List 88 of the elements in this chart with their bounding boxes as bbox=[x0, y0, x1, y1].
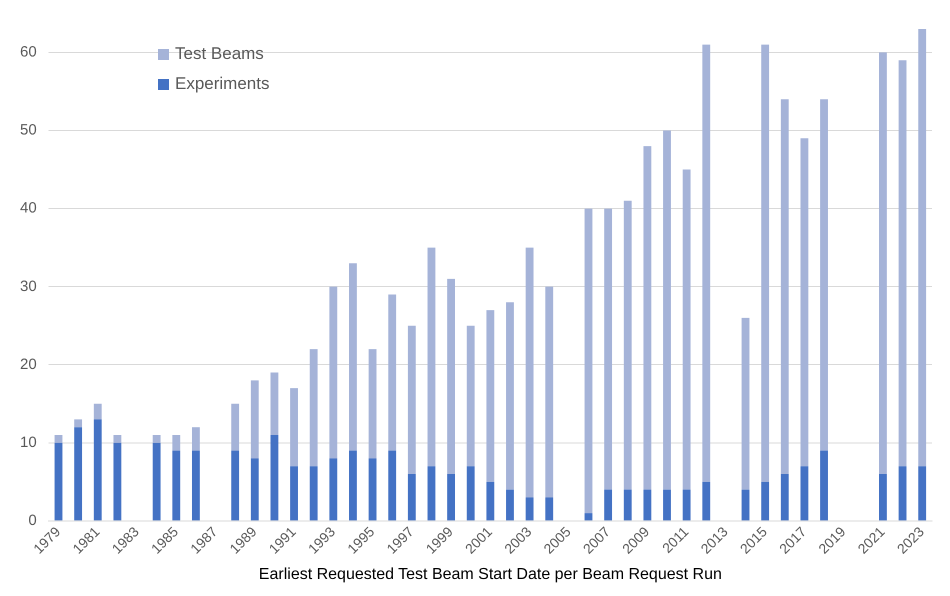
bar bbox=[192, 450, 200, 520]
bar bbox=[682, 490, 691, 520]
bar bbox=[604, 208, 612, 490]
bar bbox=[428, 466, 436, 520]
bar bbox=[231, 404, 240, 451]
bar bbox=[800, 138, 808, 466]
bar bbox=[506, 302, 514, 490]
bar bbox=[408, 474, 416, 520]
bar bbox=[604, 490, 612, 520]
bar bbox=[310, 466, 318, 520]
bar bbox=[800, 466, 808, 520]
bar bbox=[447, 278, 456, 474]
bar bbox=[192, 427, 200, 451]
bar bbox=[349, 263, 357, 451]
bar bbox=[152, 442, 161, 520]
bar bbox=[54, 442, 62, 520]
bar bbox=[643, 146, 652, 490]
bar bbox=[486, 482, 494, 520]
bar bbox=[310, 349, 318, 466]
bar bbox=[113, 442, 122, 520]
bar bbox=[624, 200, 632, 490]
bar bbox=[447, 474, 456, 520]
bar bbox=[682, 170, 691, 490]
bar bbox=[54, 435, 62, 443]
y-tick-label: 30 bbox=[20, 278, 37, 295]
bar bbox=[526, 248, 534, 498]
bar bbox=[918, 466, 926, 520]
bar bbox=[742, 490, 750, 520]
bar bbox=[231, 450, 240, 520]
bar bbox=[545, 497, 554, 520]
bar bbox=[918, 29, 926, 466]
y-tick-label: 20 bbox=[20, 356, 37, 373]
bar bbox=[780, 474, 789, 520]
bar bbox=[74, 427, 82, 520]
y-tick-label: 0 bbox=[28, 512, 37, 530]
bar bbox=[388, 450, 396, 520]
bar bbox=[820, 450, 828, 520]
bar bbox=[584, 513, 592, 520]
bar bbox=[643, 490, 652, 520]
bar bbox=[761, 482, 770, 520]
bar bbox=[879, 52, 887, 474]
bar bbox=[624, 490, 632, 520]
bar bbox=[408, 326, 416, 474]
legend-label: Experiments bbox=[175, 74, 270, 94]
y-tick-label: 10 bbox=[20, 434, 37, 451]
bar bbox=[74, 419, 82, 428]
bar bbox=[742, 318, 750, 490]
bar bbox=[506, 490, 514, 520]
bar bbox=[270, 435, 278, 520]
bar bbox=[545, 286, 554, 498]
bar bbox=[349, 450, 357, 520]
bar bbox=[898, 466, 906, 520]
bar bbox=[290, 466, 298, 520]
bar bbox=[94, 404, 102, 420]
bar bbox=[250, 458, 259, 520]
bar bbox=[152, 435, 161, 443]
bar bbox=[113, 435, 122, 443]
bar bbox=[526, 497, 534, 520]
bar bbox=[388, 294, 396, 451]
bar bbox=[329, 286, 338, 458]
bar bbox=[329, 458, 338, 520]
y-tick-label: 60 bbox=[20, 44, 37, 61]
bar bbox=[486, 310, 494, 482]
bar bbox=[94, 419, 102, 520]
y-tick-label: 50 bbox=[20, 122, 37, 139]
bar bbox=[270, 372, 278, 436]
bar bbox=[172, 450, 180, 520]
bar bbox=[466, 326, 475, 466]
bar bbox=[663, 490, 671, 520]
bar bbox=[879, 474, 887, 520]
bar bbox=[820, 99, 828, 451]
bar bbox=[584, 208, 592, 514]
bar bbox=[702, 44, 710, 482]
bar bbox=[368, 349, 376, 458]
bar bbox=[428, 248, 436, 466]
x-axis-title: Earliest Requested Test Beam Start Date per Beam Request Run bbox=[258, 566, 722, 583]
bar bbox=[250, 380, 259, 458]
bar bbox=[702, 482, 710, 520]
bar bbox=[663, 130, 671, 490]
bar bbox=[761, 44, 770, 482]
bar bbox=[290, 388, 298, 466]
bar bbox=[172, 435, 180, 451]
bar bbox=[780, 99, 789, 474]
bar bbox=[466, 466, 475, 520]
legend-label: Test Beams bbox=[175, 44, 264, 64]
y-tick-label: 40 bbox=[20, 200, 37, 217]
bar bbox=[368, 458, 376, 520]
bar bbox=[898, 60, 906, 466]
